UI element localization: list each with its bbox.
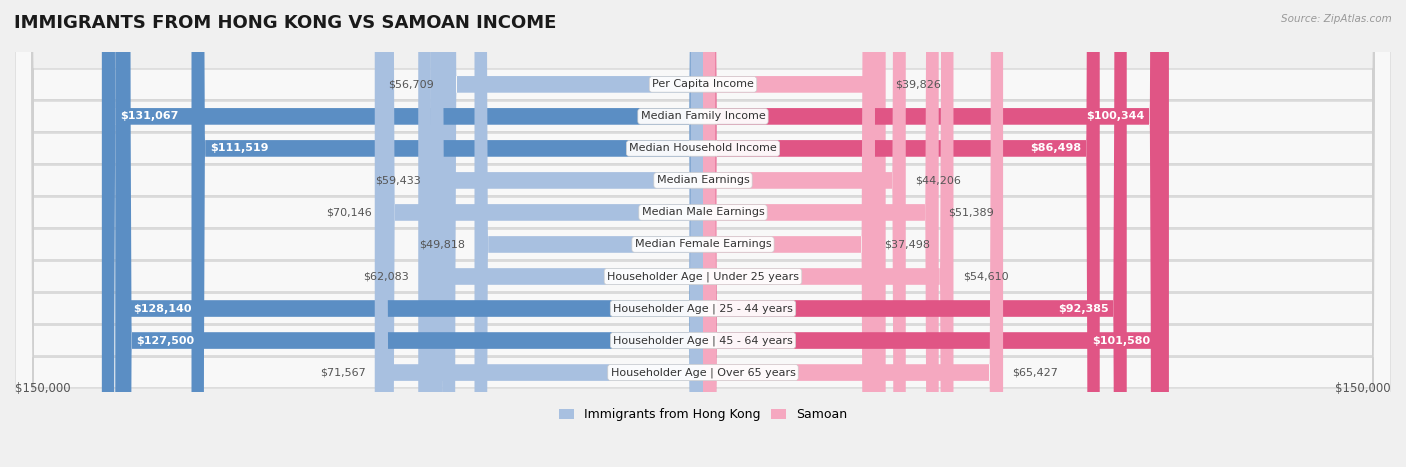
Text: $150,000: $150,000 (1336, 382, 1391, 395)
Text: Householder Age | Over 65 years: Householder Age | Over 65 years (610, 367, 796, 378)
Text: Householder Age | 45 - 64 years: Householder Age | 45 - 64 years (613, 335, 793, 346)
FancyBboxPatch shape (15, 0, 1391, 467)
FancyBboxPatch shape (418, 0, 703, 467)
FancyBboxPatch shape (15, 0, 1391, 467)
Text: $37,498: $37,498 (884, 240, 931, 249)
FancyBboxPatch shape (703, 0, 953, 467)
Text: $92,385: $92,385 (1057, 304, 1108, 313)
Text: $111,519: $111,519 (209, 143, 269, 154)
Text: $101,580: $101,580 (1092, 335, 1150, 346)
Text: Householder Age | Under 25 years: Householder Age | Under 25 years (607, 271, 799, 282)
Text: Median Male Earnings: Median Male Earnings (641, 207, 765, 218)
Text: $39,826: $39,826 (894, 79, 941, 89)
FancyBboxPatch shape (15, 0, 1391, 467)
FancyBboxPatch shape (703, 0, 1099, 467)
Text: Per Capita Income: Per Capita Income (652, 79, 754, 89)
Text: $65,427: $65,427 (1012, 368, 1059, 377)
Text: Median Family Income: Median Family Income (641, 112, 765, 121)
FancyBboxPatch shape (703, 0, 1126, 467)
FancyBboxPatch shape (430, 0, 703, 467)
Text: $49,818: $49,818 (419, 240, 465, 249)
FancyBboxPatch shape (15, 0, 1391, 467)
Text: Householder Age | 25 - 44 years: Householder Age | 25 - 44 years (613, 303, 793, 314)
FancyBboxPatch shape (115, 0, 703, 467)
Text: $56,709: $56,709 (388, 79, 433, 89)
FancyBboxPatch shape (703, 0, 1002, 467)
Text: $128,140: $128,140 (134, 304, 193, 313)
Text: $86,498: $86,498 (1031, 143, 1081, 154)
FancyBboxPatch shape (118, 0, 703, 467)
FancyBboxPatch shape (703, 0, 939, 467)
Text: $44,206: $44,206 (915, 176, 960, 185)
FancyBboxPatch shape (15, 0, 1391, 467)
Text: Median Earnings: Median Earnings (657, 176, 749, 185)
Text: $59,433: $59,433 (375, 176, 422, 185)
Text: $70,146: $70,146 (326, 207, 373, 218)
Text: $51,389: $51,389 (948, 207, 994, 218)
Text: $127,500: $127,500 (136, 335, 194, 346)
Text: Median Female Earnings: Median Female Earnings (634, 240, 772, 249)
Legend: Immigrants from Hong Kong, Samoan: Immigrants from Hong Kong, Samoan (554, 403, 852, 426)
Text: $150,000: $150,000 (15, 382, 70, 395)
FancyBboxPatch shape (381, 0, 703, 467)
Text: $100,344: $100,344 (1087, 112, 1144, 121)
FancyBboxPatch shape (15, 0, 1391, 467)
FancyBboxPatch shape (443, 0, 703, 467)
Text: Source: ZipAtlas.com: Source: ZipAtlas.com (1281, 14, 1392, 24)
FancyBboxPatch shape (703, 0, 1168, 467)
FancyBboxPatch shape (474, 0, 703, 467)
FancyBboxPatch shape (703, 0, 1163, 467)
Text: IMMIGRANTS FROM HONG KONG VS SAMOAN INCOME: IMMIGRANTS FROM HONG KONG VS SAMOAN INCO… (14, 14, 557, 32)
Text: Median Household Income: Median Household Income (628, 143, 778, 154)
FancyBboxPatch shape (191, 0, 703, 467)
Text: $62,083: $62,083 (363, 271, 409, 282)
Text: $54,610: $54,610 (963, 271, 1008, 282)
FancyBboxPatch shape (15, 0, 1391, 467)
Text: $71,567: $71,567 (319, 368, 366, 377)
Text: $131,067: $131,067 (120, 112, 179, 121)
FancyBboxPatch shape (703, 0, 875, 467)
FancyBboxPatch shape (15, 0, 1391, 467)
FancyBboxPatch shape (703, 0, 886, 467)
FancyBboxPatch shape (101, 0, 703, 467)
FancyBboxPatch shape (703, 0, 905, 467)
FancyBboxPatch shape (375, 0, 703, 467)
FancyBboxPatch shape (15, 0, 1391, 467)
FancyBboxPatch shape (15, 0, 1391, 467)
